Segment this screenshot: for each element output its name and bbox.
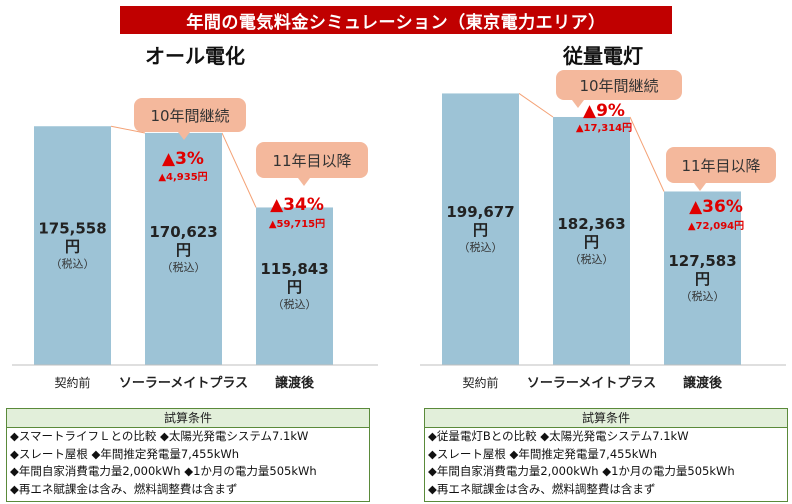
category-label: ソーラーメイトプラス [527, 376, 656, 391]
bar [553, 116, 630, 365]
callout-label: 11年目以降 [681, 157, 760, 175]
chart-panel-all-electric: 175,558 円（税込） 契約前 170,623 円（税込） ソーラーメイトプラス 115… [6, 40, 384, 404]
bar-value-label: 175,558 [38, 220, 106, 238]
condition-line: ◆再エネ賦課金は含み、燃料調整費は含まず [10, 481, 238, 496]
callout-label: 10年間継続 [579, 77, 658, 95]
bar [442, 93, 519, 366]
callout-pointer [298, 178, 310, 186]
chart-title: 従量電灯 [563, 44, 643, 68]
callout-pointer [572, 100, 584, 108]
saving-amount: ▲72,094円 [688, 220, 744, 232]
bar-unit-label: 円 [695, 270, 710, 288]
callout-box [556, 70, 682, 100]
bar-value-label: 115,843 [260, 260, 328, 278]
connector-line [221, 132, 257, 208]
bar [145, 132, 222, 365]
callout-box [256, 142, 368, 178]
tax-note-label: （税込） [273, 297, 317, 311]
conditions-box-metered-lighting: 試算条件 ◆従量電灯Bとの比較 ◆太陽光発電システム7.1kW ◆スレート屋根 … [424, 408, 788, 502]
tax-note-label: （税込） [570, 252, 614, 266]
category-label: 契約前 [462, 375, 498, 390]
chart-all-electric: 175,558円（税込）契約前170,623円（税込）ソーラーメイトプラス115… [12, 98, 378, 391]
bar-unit-label: 円 [473, 221, 488, 239]
saving-percent: ▲3% [162, 149, 204, 169]
callout-box [134, 98, 246, 132]
saving-percent: ▲34% [270, 195, 324, 215]
bar-value-label: 182,363 [557, 215, 625, 233]
tax-note-label: （税込） [51, 257, 95, 271]
tax-note-label: （税込） [681, 289, 725, 303]
saving-percent: ▲9% [583, 101, 625, 121]
callout-pointer [178, 132, 190, 140]
bar-unit-label: 円 [584, 233, 599, 251]
category-label: ソーラーメイトプラス [119, 376, 248, 391]
category-label: 譲渡後 [275, 375, 315, 391]
callout-box [666, 147, 776, 183]
page-title-banner: 年間の電気料金シミュレーション（東京電力エリア） [120, 6, 672, 34]
condition-line: ◆再エネ賦課金は含み、燃料調整費は含まず [428, 481, 656, 496]
conditions-heading: 試算条件 [425, 409, 787, 428]
condition-line: ◆スマートライフＬとの比較 ◆太陽光発電システム7.1kW [10, 429, 309, 443]
tax-note-label: （税込） [459, 240, 503, 254]
condition-line: ◆年間自家消費電力量2,000kWh ◆1か月の電力量505kWh [10, 464, 317, 478]
connector-line [518, 93, 554, 118]
connector-line [629, 116, 665, 192]
bar-value-label: 170,623 [149, 223, 217, 241]
condition-line: ◆年間自家消費電力量2,000kWh ◆1か月の電力量505kWh [428, 464, 735, 478]
bar [664, 191, 741, 365]
page-title: 年間の電気料金シミュレーション（東京電力エリア） [186, 12, 606, 33]
bar-unit-label: 円 [65, 238, 80, 256]
callout-pointer [694, 183, 706, 191]
callout-label: 11年目以降 [272, 152, 351, 170]
tax-note-label: （税込） [162, 260, 206, 274]
saving-amount: ▲59,715円 [269, 218, 325, 230]
saving-amount: ▲17,314円 [576, 122, 632, 134]
bar-unit-label: 円 [176, 241, 191, 259]
callout-label: 10年間継続 [150, 107, 229, 125]
chart-panel-metered-lighting: 199,677 円（税込） 契約前 182,363 円（税込） ソーラーメイトプラス 127… [414, 40, 792, 404]
conditions-heading: 試算条件 [7, 409, 369, 428]
chart-metered-lighting: 199,677円（税込）契約前182,363円（税込）ソーラーメイトプラス127… [420, 70, 786, 391]
condition-line: ◆スレート屋根 ◆年間推定発電量7,455kWh [10, 446, 240, 461]
bar-value-label: 127,583 [668, 252, 736, 270]
saving-percent: ▲36% [689, 197, 743, 217]
conditions-box-all-electric: 試算条件 ◆スマートライフＬとの比較 ◆太陽光発電システム7.1kW ◆スレート… [6, 408, 370, 502]
condition-line: ◆従量電灯Bとの比較 ◆太陽光発電システム7.1kW [428, 429, 689, 443]
condition-line: ◆スレート屋根 ◆年間推定発電量7,455kWh [428, 446, 658, 461]
bar-value-label: 199,677 [446, 203, 514, 221]
bar [256, 207, 333, 365]
bar [34, 126, 111, 365]
saving-amount: ▲4,935円 [158, 171, 207, 183]
category-label: 譲渡後 [683, 375, 723, 391]
bar-unit-label: 円 [287, 278, 302, 296]
chart-title: オール電化 [145, 44, 245, 68]
category-label: 契約前 [54, 375, 90, 390]
connector-line [110, 125, 146, 134]
